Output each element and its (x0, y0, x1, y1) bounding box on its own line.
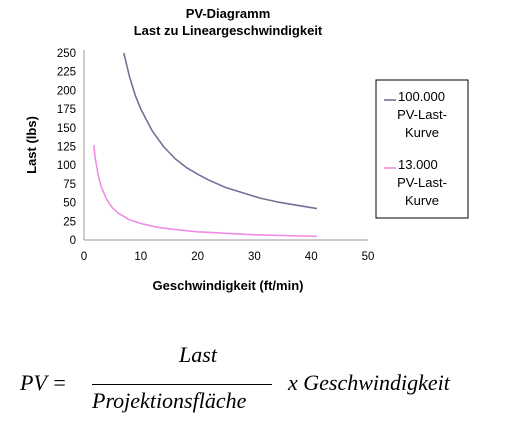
x-tick-label: 30 (248, 251, 261, 263)
x-tick-label: 50 (362, 251, 375, 263)
y-tick-label: 50 (63, 198, 76, 210)
y-tick-labels: 0 25 50 75 100 125 150 175 200 225 250 (57, 48, 76, 247)
y-tick-label: 125 (57, 142, 76, 154)
formula-rhs: x Geschwindigkeit (288, 370, 450, 395)
legend-label-1: PV-Last- (397, 107, 447, 122)
formula-lhs: PV = (20, 370, 67, 395)
x-tick-label: 20 (191, 251, 204, 263)
y-tick-label: 0 (70, 235, 76, 247)
series-lines (92, 52, 318, 238)
y-axis-title: Last (lbs) (24, 116, 39, 174)
x-tick-label: 10 (134, 251, 147, 263)
y-tick-label: 150 (57, 123, 76, 135)
series-line-1 (123, 52, 318, 210)
x-tick-label: 0 (81, 251, 87, 263)
fraction-bar (92, 384, 272, 385)
legend-label-2: PV-Last- (397, 175, 447, 190)
series-line-2 (92, 144, 317, 238)
y-tick-label: 175 (57, 104, 76, 116)
chart-subtitle: Last zu Lineargeschwindigkeit (134, 23, 323, 38)
x-tick-labels: 0 10 20 30 40 50 (81, 251, 375, 263)
y-tick-label: 25 (63, 216, 76, 228)
legend: 100.000 PV-Last- Kurve 13.000 PV-Last- Kurve (375, 79, 469, 219)
legend-label-2: 13.000 (398, 157, 438, 172)
chart-title: PV-Diagramm (186, 6, 271, 21)
y-tick-label: 250 (57, 48, 76, 60)
x-tick-label: 40 (305, 251, 318, 263)
y-tick-label: 75 (63, 179, 76, 191)
legend-box (375, 79, 469, 219)
legend-label-2: Kurve (405, 193, 439, 208)
formula-denominator: Projektionsfläche (92, 388, 247, 413)
pv-chart: PV-Diagramm Last zu Lineargeschwindigkei… (24, 6, 469, 293)
plot-area: 0 25 50 75 100 125 150 175 200 225 250 0 10 20 30 40 50 (57, 48, 375, 263)
formula-numerator: Last (179, 342, 217, 367)
legend-label-1: Kurve (405, 125, 439, 140)
y-tick-label: 100 (57, 160, 76, 172)
legend-label-1: 100.000 (398, 89, 445, 104)
y-tick-label: 200 (57, 85, 76, 97)
pv-formula: PV = Last Projektionsfläche x Geschwindi… (0, 330, 518, 440)
y-tick-label: 225 (57, 67, 76, 79)
x-axis-title: Geschwindigkeit (ft/min) (153, 278, 304, 293)
